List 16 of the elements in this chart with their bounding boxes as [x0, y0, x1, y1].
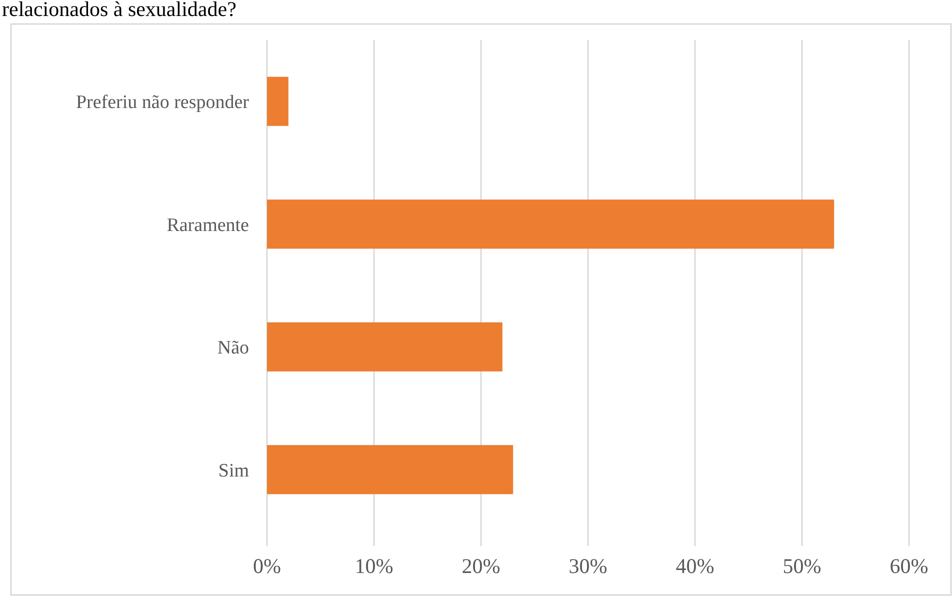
y-tick-label: Preferiu não responder: [76, 92, 250, 114]
x-tick-label: 20%: [462, 554, 500, 578]
y-tick-label: Raramente: [166, 214, 249, 236]
x-tick-label: 50%: [782, 554, 822, 578]
x-tick-label: 60%: [890, 554, 928, 578]
x-tick-label: 30%: [568, 554, 608, 578]
bar: [267, 322, 502, 372]
x-tick-label: 10%: [354, 554, 394, 578]
bar: [267, 445, 514, 494]
bar: [267, 200, 834, 249]
y-tick-label: Não: [217, 338, 249, 359]
bar: [267, 76, 288, 126]
x-tick-label: 0%: [253, 554, 281, 578]
chart-title: relacionados à sexualidade?: [2, 0, 236, 21]
x-tick-label: 40%: [676, 554, 714, 578]
y-tick-label: Sim: [218, 460, 250, 482]
